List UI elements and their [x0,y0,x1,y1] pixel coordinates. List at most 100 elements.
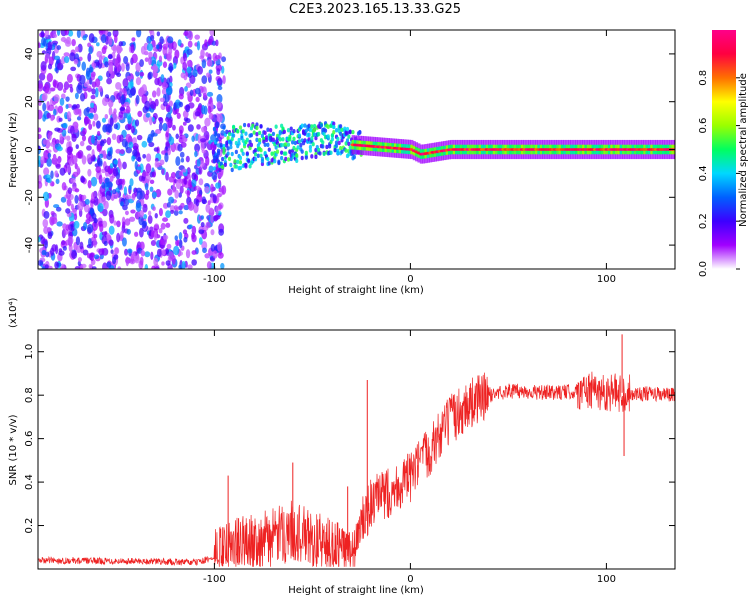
heatmap-cell-1751 [332,130,336,135]
heatmap-cell-880 [47,131,52,141]
heatmap-cell-1728 [325,144,329,150]
heatmap-cell-1069 [85,218,91,225]
heatmap-cell-891 [108,53,113,60]
heatmap-cell-1429 [222,150,226,155]
colorbar-tick-label-0: 0.0 [698,261,709,277]
heatmap-cell-1664 [303,138,307,143]
heatmap-cell-1347 [122,221,126,229]
heatmap-cell-758 [65,104,69,110]
heatmap-cell-1292 [128,93,133,98]
heatmap-cell-1523 [253,152,258,157]
snr-xtick-label-0: -100 [203,574,226,585]
heatmap-cell-437 [144,57,149,62]
heatmap-cell-1555 [264,137,269,143]
heatmap-cell-1331 [96,42,100,47]
heatmap-cell-582 [101,231,107,236]
heatmap-cell-1446 [227,131,232,137]
heatmap-cell-168 [198,178,204,186]
heatmap-cell-1152 [128,141,134,149]
heatmap-cell-1597 [280,150,284,155]
heatmap-cell-1401 [212,155,216,160]
heatmap-cell-970 [129,258,136,265]
heatmap-cell-1616 [286,128,291,133]
heatmap-cell-1491 [242,122,247,128]
heatmap-cell-828 [191,259,197,266]
heatmap-cell-1122 [47,152,52,159]
heatmap-cell-723 [141,140,148,148]
heatmap-cell-1145 [161,168,165,175]
heatmap-cell-1178 [115,82,122,90]
heatmap-cell-1270 [44,240,48,249]
heatmap-cell-971 [131,193,136,201]
heatmap-cell-1213 [74,265,81,269]
heatmap-cell-962 [125,133,132,143]
heatmap-cell-1067 [72,104,78,109]
heatmap-cell-1393 [136,190,143,200]
heatmap-cell-1055 [178,192,182,198]
heatmap-cell-1692 [312,123,317,129]
heatmap-cell-995 [85,212,92,220]
heatmap-cell-1027 [191,178,197,188]
heatmap-cell-1389 [165,260,171,266]
heatmap-cell-347 [221,56,227,63]
heatmap-cell-619 [82,249,89,256]
heatmap-cell-821 [61,240,66,246]
heatmap-cell-1040 [66,198,72,207]
heatmap-cell-1317 [118,160,123,171]
heatmap-cell-762 [142,203,148,213]
heatmap-cell-1056 [57,105,64,114]
heatmap-cell-954 [153,257,159,267]
heatmap-cell-899 [141,171,149,177]
heatmap-cell-1230 [172,183,176,193]
heatmap-cell-1013 [131,154,136,162]
heatmap-cell-1623 [288,134,292,139]
snr-spikes [227,334,625,556]
colorbar-tick-label-1: 0.2 [698,213,709,229]
heatmap-cell-1263 [106,181,113,188]
heatmap-cell-1208 [182,134,186,142]
heatmap-cell-1276 [103,240,108,246]
heatmap-cell-1190 [101,181,106,189]
heatmap-cell-938 [120,95,126,105]
heatmap-cell-1297 [140,45,146,55]
heatmap-cell-1371 [186,66,192,74]
heatmap-cell-365 [210,243,216,252]
snr-xtick-label-2: 100 [597,574,616,585]
heatmap-cell-997 [173,205,179,211]
heatmap-cell-1008 [178,239,183,249]
heatmap-cell-1097 [144,264,149,269]
heatmap-cell-1453 [230,167,234,173]
heatmap-cell-1696 [314,135,318,141]
heatmap-cell-634 [205,52,209,57]
heatmap-cell-1247 [66,111,72,121]
heatmap-cell-1368 [71,155,78,165]
heatmap-cell-836 [186,190,190,198]
heatmap-cell-721 [126,228,131,235]
heatmap-cell-1638 [293,140,297,146]
heatmap-cell-1350 [80,175,85,183]
heatmap-cell-1091 [200,138,207,143]
heatmap-cell-1100 [43,226,49,235]
heatmap-cell-932 [106,233,110,239]
heatmap-cell-1229 [89,252,95,262]
heatmap-cell-1312 [132,149,138,157]
heatmap-cell-551 [218,228,225,236]
heatmap-cell-1007 [118,111,124,118]
heatmap-cell-1561 [267,161,271,166]
heatmap-cell-1411 [215,137,219,142]
heatmap-cell-1435 [223,162,227,167]
heatmap-cell-773 [151,265,156,269]
heatmap-cell-1396 [90,102,95,109]
heatmap-cell-1298 [104,61,109,68]
heatmap-cell-832 [201,241,208,250]
heatmap-cell-1649 [297,139,302,144]
heatmap-cell-1559 [266,156,270,162]
heatmap-cell-1562 [267,147,271,152]
heatmap-cell-1478 [238,125,243,130]
snr-frame [37,329,676,570]
heatmap-cell-977 [109,117,114,127]
heatmap-cell-589 [52,33,58,39]
colorbar-label: Normalized spectral amplitude [738,73,749,227]
heatmap-cell-1249 [217,242,222,252]
heatmap-cell-1246 [139,59,144,68]
